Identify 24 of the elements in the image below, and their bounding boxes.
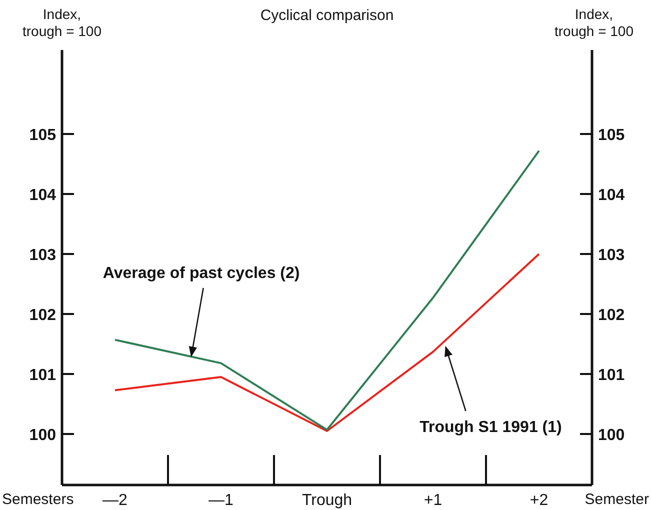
y2-tick-label: 105 xyxy=(598,127,625,144)
y2-tick-label: 100 xyxy=(598,427,625,444)
annotation: Average of past cycles (2) xyxy=(102,265,300,282)
y2-tick-label: 104 xyxy=(598,187,625,204)
x-tick-label: +1 xyxy=(424,492,442,509)
y-tick-label: 105 xyxy=(29,127,56,144)
y2-tick-label: 102 xyxy=(598,307,625,324)
annotation: Trough S1 1991 (1) xyxy=(420,419,562,436)
y-tick-label: 103 xyxy=(29,247,56,264)
y-tick-label: 104 xyxy=(29,187,56,204)
y-axis-title: Index, trough = 100 xyxy=(21,6,102,40)
y-tick-label: 102 xyxy=(29,307,56,324)
y2-axis-title: Index, trough = 100 xyxy=(553,6,634,40)
y-tick-label: 100 xyxy=(29,427,56,444)
text: Semester xyxy=(584,491,649,508)
y2-tick-label: 101 xyxy=(598,367,625,384)
x-tick-label: +2 xyxy=(530,492,548,509)
x-axis-title: Semesters xyxy=(2,491,74,508)
x-tick-label: —1 xyxy=(208,492,234,509)
chart-title: Cyclical comparison xyxy=(260,7,394,24)
x-tick-label: Trough xyxy=(302,492,352,509)
y-tick-label: 101 xyxy=(29,367,56,384)
y2-tick-label: 103 xyxy=(598,247,625,264)
x-tick-label: —2 xyxy=(102,492,128,509)
